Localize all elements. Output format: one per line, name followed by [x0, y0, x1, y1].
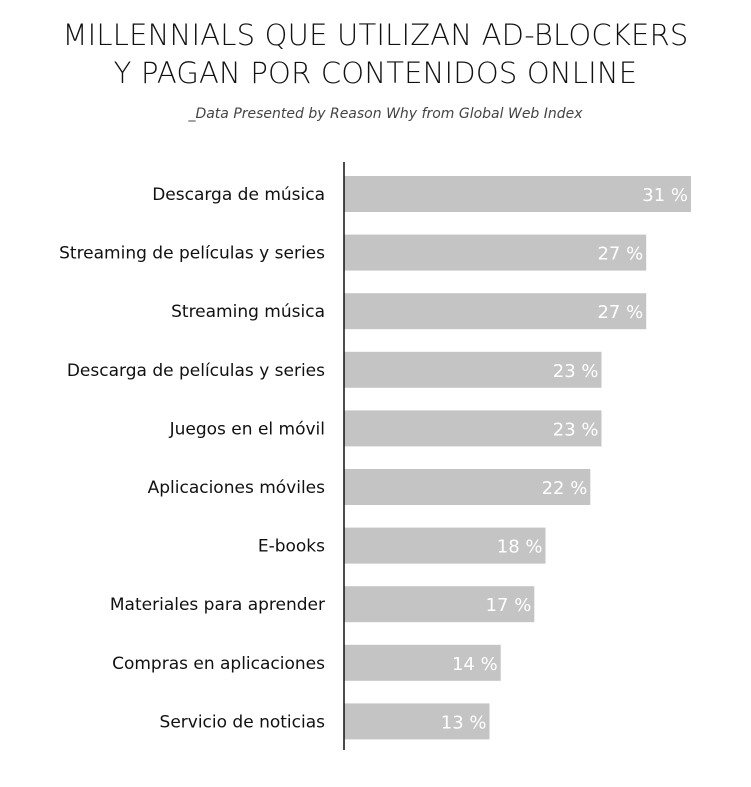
bar-7 — [344, 586, 535, 623]
category-label-6: E-books — [258, 537, 325, 557]
category-label-1: Streaming de películas y series — [59, 244, 325, 264]
category-label-8: Compras en aplicaciones — [112, 654, 325, 674]
bar-8 — [344, 644, 501, 681]
chart-title: MILLENNIALS QUE UTILIZAN AD-BLOCKERS Y P… — [0, 16, 751, 92]
value-label-6: 18 % — [497, 537, 543, 558]
value-label-5: 22 % — [542, 478, 588, 499]
bar-3 — [344, 351, 602, 388]
category-label-2: Streaming música — [171, 302, 325, 322]
value-label-1: 27 % — [597, 244, 643, 265]
category-label-0: Descarga de música — [152, 185, 325, 205]
category-label-3: Descarga de películas y series — [67, 361, 325, 381]
category-label-5: Aplicaciones móviles — [148, 478, 326, 498]
bar-5 — [344, 469, 591, 505]
bar-6 — [344, 527, 546, 564]
bar-1 — [344, 234, 647, 271]
chart-title-line-2: Y PAGAN POR CONTENIDOS ONLINE — [113, 56, 638, 90]
value-label-7: 17 % — [486, 595, 532, 616]
category-label-4: Juegos en el móvil — [169, 419, 325, 439]
bar-4 — [344, 410, 602, 447]
bar-2 — [344, 293, 647, 330]
value-label-0: 31 % — [642, 185, 688, 206]
chart-subtitle: _Data Presented by Reason Why from Globa… — [188, 106, 583, 122]
value-label-3: 23 % — [553, 361, 599, 382]
chart-title-line-1: MILLENNIALS QUE UTILIZAN AD-BLOCKERS — [62, 18, 689, 52]
category-label-9: Servicio de noticias — [160, 712, 326, 732]
category-label-7: Materiales para aprender — [110, 595, 325, 615]
value-label-2: 27 % — [597, 302, 643, 323]
value-label-4: 23 % — [553, 419, 599, 440]
value-label-9: 13 % — [441, 712, 487, 733]
bar-0 — [344, 176, 691, 212]
bar-9 — [344, 703, 490, 740]
value-label-8: 14 % — [452, 654, 498, 675]
